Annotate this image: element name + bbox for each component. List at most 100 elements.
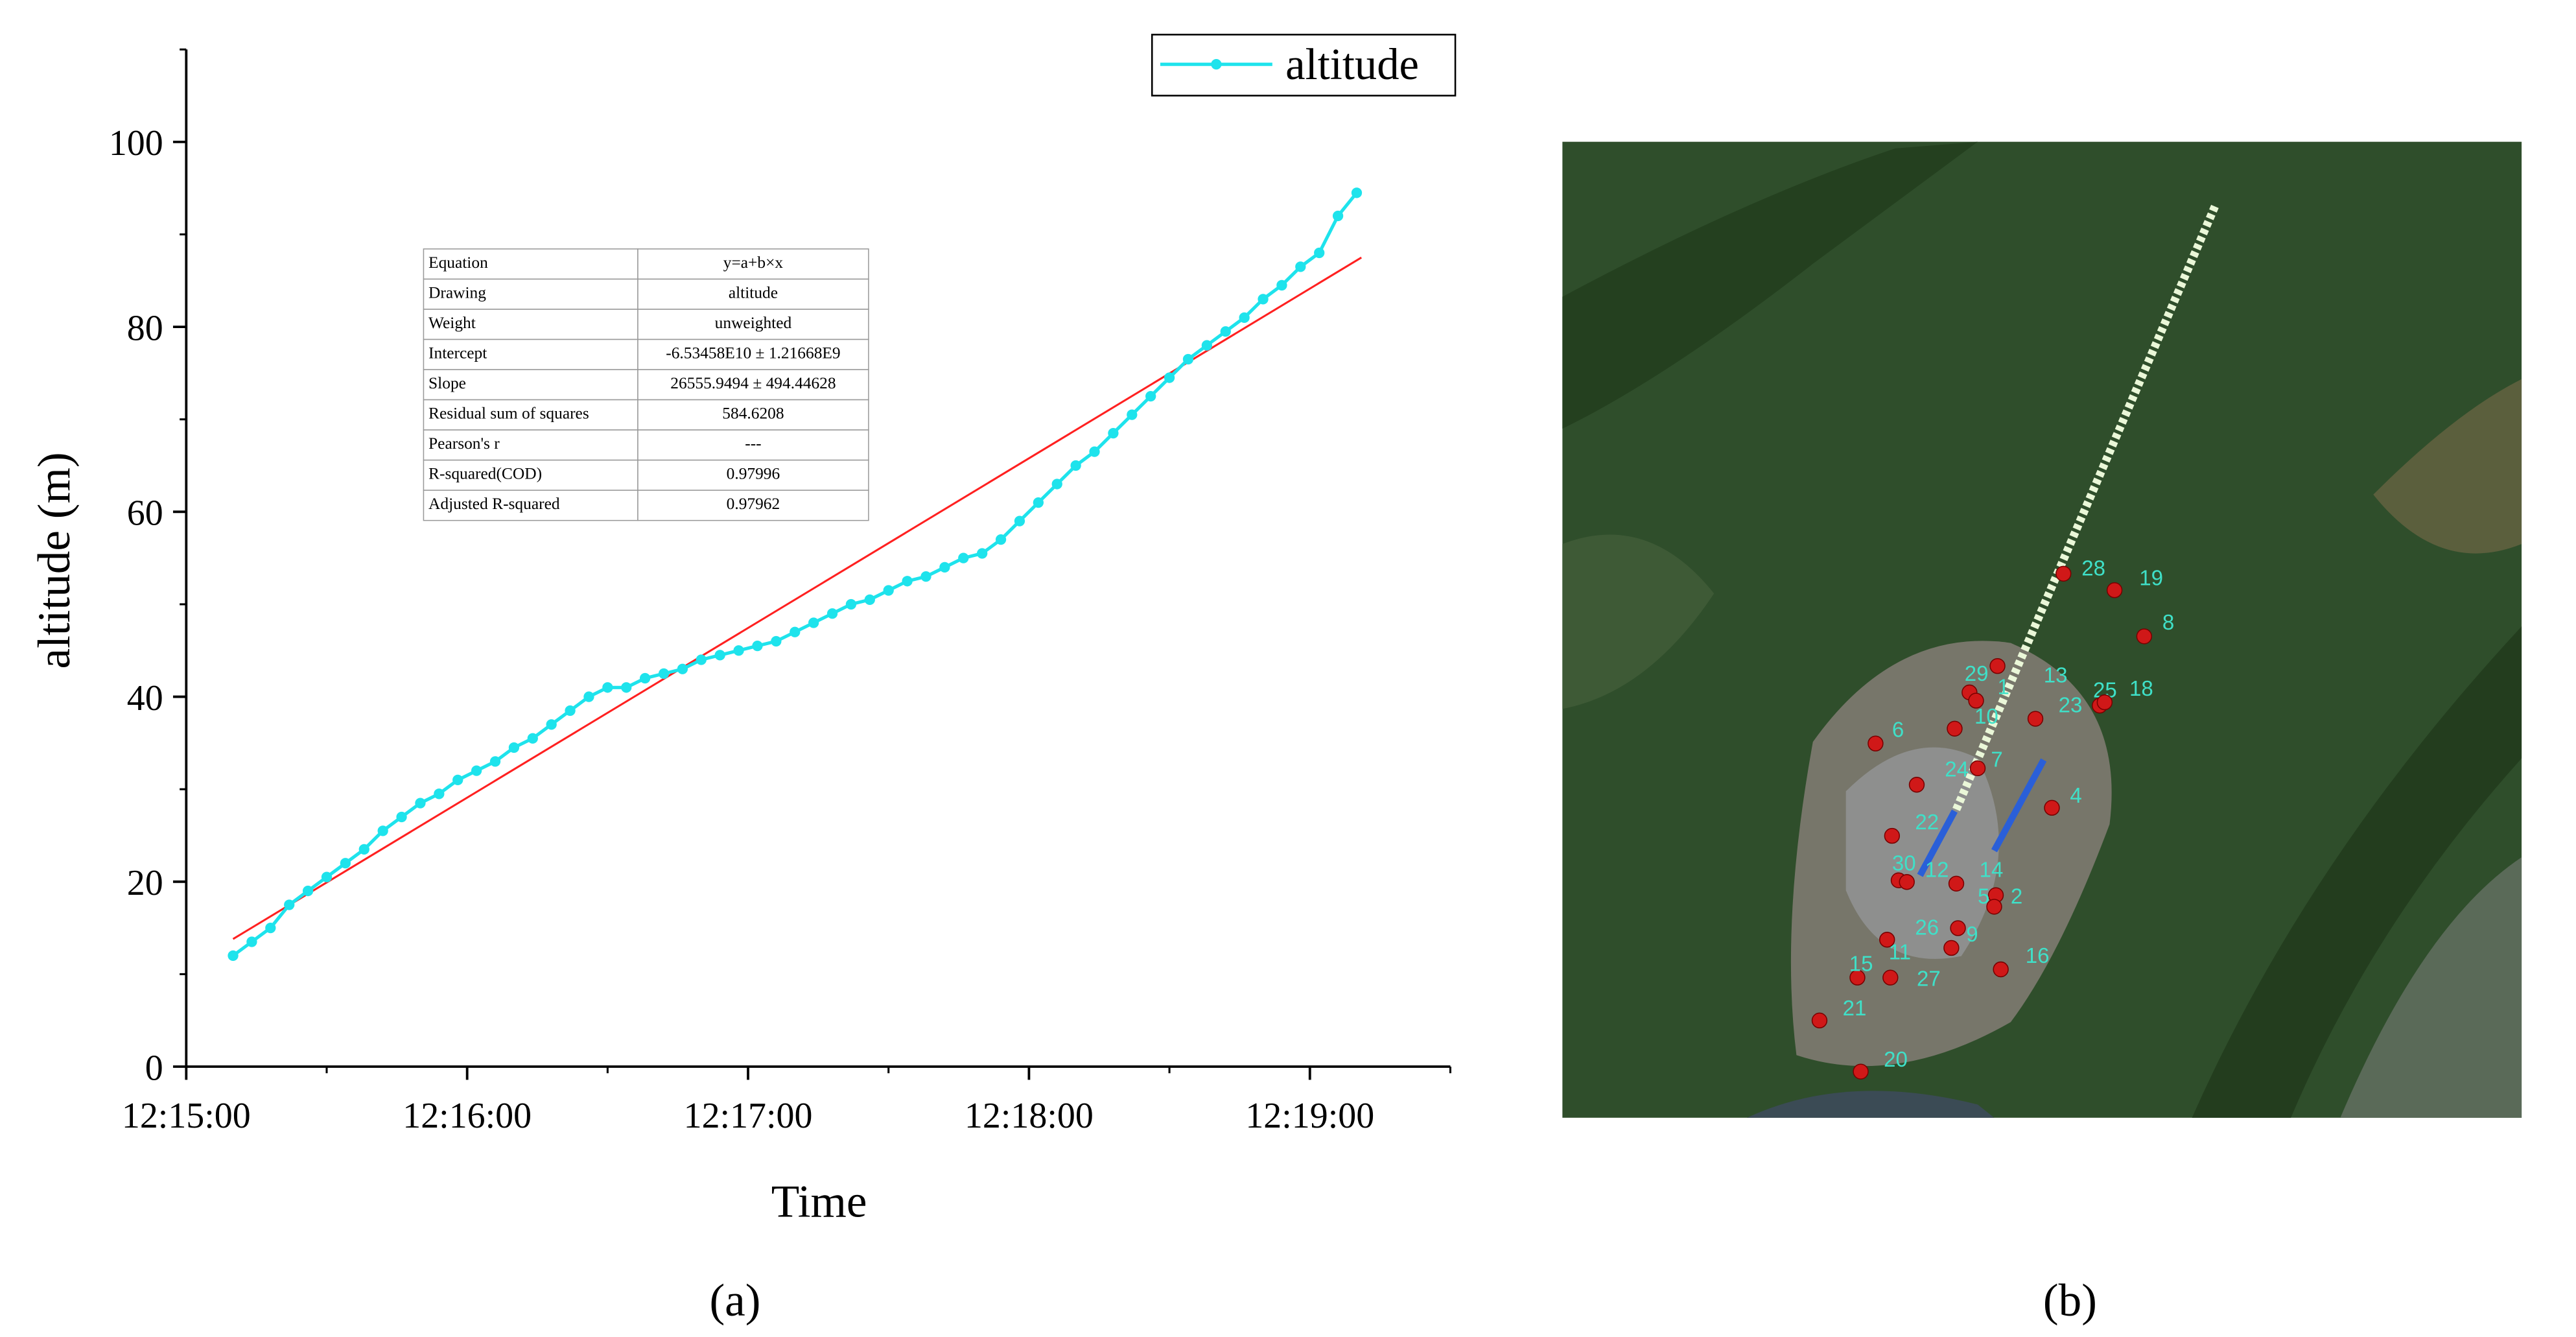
flight-trajectory xyxy=(1952,204,2219,811)
data-point xyxy=(265,922,276,934)
data-point xyxy=(583,691,594,702)
table-key: Intercept xyxy=(428,344,487,362)
map-point xyxy=(1884,827,1901,844)
data-point xyxy=(883,585,894,596)
data-point xyxy=(1014,515,1025,527)
table-key: R-squared(COD) xyxy=(428,465,542,483)
data-point xyxy=(902,576,913,587)
y-tick-label: 80 xyxy=(127,308,163,348)
y-tick-label: 60 xyxy=(127,493,163,534)
data-point xyxy=(1239,312,1250,323)
data-point xyxy=(920,571,931,582)
caption: (a) xyxy=(709,1275,760,1326)
data-point xyxy=(790,626,801,637)
runway xyxy=(1917,809,1958,877)
map-point-label: 29 xyxy=(1965,662,1989,686)
table-cell xyxy=(637,309,869,340)
table-key: Drawing xyxy=(428,284,486,302)
urban-area xyxy=(2340,857,2522,1118)
map-point-label: 19 xyxy=(2139,567,2163,591)
map-point-label: 11 xyxy=(1889,941,1911,965)
data-point xyxy=(677,663,688,674)
data-point xyxy=(771,635,782,647)
data-point xyxy=(508,742,520,753)
map-point xyxy=(2055,565,2072,582)
table-cell xyxy=(637,248,869,280)
table-cell xyxy=(637,399,869,431)
map-point xyxy=(1908,777,1925,793)
data-point xyxy=(1258,294,1269,305)
map-point-label: 1 xyxy=(1998,675,2009,699)
map-point-label: 22 xyxy=(1915,810,1939,834)
table-cell xyxy=(637,459,869,491)
data-point xyxy=(602,682,613,693)
data-point xyxy=(471,765,482,776)
map-point xyxy=(1882,969,1899,986)
map-point xyxy=(1899,874,1915,890)
table-cell xyxy=(637,490,869,521)
map-point-label: 14 xyxy=(1980,858,2004,882)
map-point xyxy=(1986,899,2002,915)
valley xyxy=(1562,534,1715,709)
data-point xyxy=(995,534,1007,545)
table-value: --- xyxy=(745,434,761,453)
data-point xyxy=(377,825,388,836)
map-point xyxy=(1879,932,1895,948)
map-point-label: 16 xyxy=(2026,944,2050,968)
data-point xyxy=(1145,390,1156,402)
table-cell xyxy=(637,338,869,370)
map-point-label: 20 xyxy=(1884,1048,1908,1072)
data-point xyxy=(658,668,670,680)
data-point xyxy=(1164,372,1175,383)
map-point-label: 13 xyxy=(2044,664,2068,688)
table-cell xyxy=(637,369,869,401)
data-point xyxy=(321,871,333,882)
map-point-label: 8 xyxy=(2162,611,2174,635)
y-tick-label: 40 xyxy=(127,678,163,718)
y-tick-label: 100 xyxy=(109,123,163,163)
map-point-label: 9 xyxy=(1966,923,1978,947)
map-point-label: 4 xyxy=(2070,784,2081,808)
table-cell xyxy=(423,459,638,491)
table-value: 584.6208 xyxy=(722,405,784,423)
map-point xyxy=(1811,1012,1828,1029)
data-point xyxy=(246,936,257,947)
map-point xyxy=(1969,760,1986,777)
table-cell xyxy=(637,278,869,310)
map-point xyxy=(1989,657,2006,674)
map-point xyxy=(1950,920,1966,936)
table-key: Slope xyxy=(428,374,466,392)
data-point xyxy=(546,719,557,730)
data-point xyxy=(1332,210,1344,222)
x-axis-title: Time xyxy=(771,1176,867,1227)
map-point xyxy=(2106,582,2123,598)
ridge xyxy=(1562,141,1978,429)
table-key: Equation xyxy=(428,254,488,272)
map-point xyxy=(1853,1063,1869,1080)
data-point xyxy=(228,950,239,962)
map-point xyxy=(1993,961,2009,978)
map-point-label: 27 xyxy=(1917,967,1941,991)
data-point xyxy=(1201,340,1212,351)
data-point xyxy=(939,562,950,573)
x-tick-label: 12:16:00 xyxy=(403,1096,532,1136)
map-point-label: 6 xyxy=(1892,718,1904,742)
y-tick-label: 0 xyxy=(145,1048,163,1088)
table-key: Adjusted R-squared xyxy=(428,495,560,513)
data-point xyxy=(752,640,763,652)
satellite-map xyxy=(1562,141,2522,1118)
map-point xyxy=(1948,875,1965,892)
map-point xyxy=(2027,711,2044,727)
table-value: 0.97962 xyxy=(727,495,780,513)
data-point xyxy=(639,672,651,684)
data-point xyxy=(845,598,857,610)
table-key: Pearson's r xyxy=(428,434,500,453)
ridge xyxy=(2192,626,2522,1118)
data-point xyxy=(864,594,875,605)
table-value: altitude xyxy=(729,284,778,302)
map-point xyxy=(1868,735,1884,751)
data-point xyxy=(284,899,295,910)
table-value: y=a+b×x xyxy=(723,254,784,272)
data-point xyxy=(1295,261,1306,272)
data-point xyxy=(977,548,988,559)
